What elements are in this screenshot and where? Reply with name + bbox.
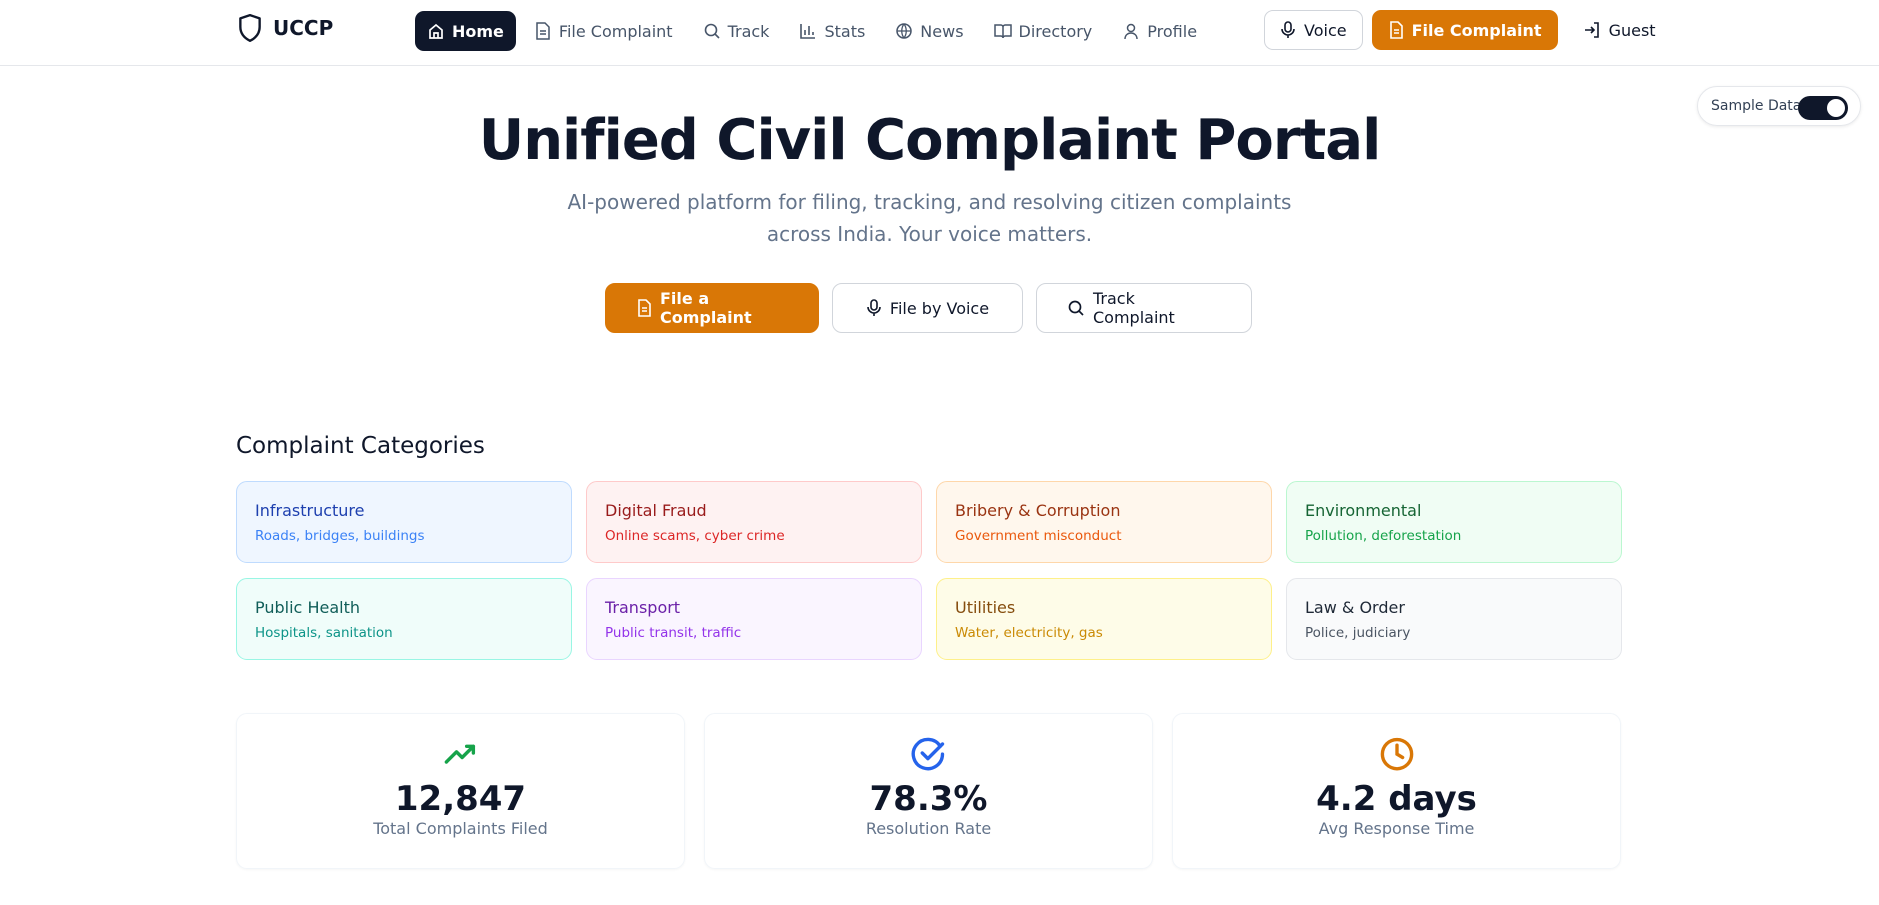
nav-link-label: Home (452, 21, 504, 41)
doc-icon (1389, 21, 1403, 39)
hero-buttons: File a Complaint File by Voice Track Com… (605, 283, 1252, 333)
shield-icon (239, 13, 261, 43)
category-desc: Pollution, deforestation (1305, 528, 1462, 544)
nav-link-label: File Complaint (558, 21, 673, 41)
hero-subtitle: AI-powered platform for filing, tracking… (567, 190, 1292, 246)
category-desc: Hospitals, sanitation (255, 625, 393, 641)
file-complaint-button[interactable]: File Complaint (1371, 10, 1558, 50)
nav-link-label: News (920, 21, 964, 41)
category-desc: Water, electricity, gas (955, 625, 1103, 641)
stat-icon (911, 737, 944, 771)
nav-icon (896, 23, 913, 39)
nav-icon (993, 24, 1012, 39)
category-card[interactable]: Law & Order Police, judiciary (1286, 578, 1622, 660)
nav-link[interactable]: Track (691, 11, 782, 51)
hero-title: Unified Civil Complaint Portal (478, 108, 1382, 173)
category-card[interactable]: Infrastructure Roads, bridges, buildings (236, 481, 572, 563)
switch[interactable] (1798, 96, 1848, 120)
doc-icon (638, 299, 651, 317)
categories-heading: Complaint Categories (236, 433, 485, 459)
category-card[interactable]: Environmental Pollution, deforestation (1286, 481, 1622, 563)
nav-link-label: Stats (824, 21, 866, 41)
nav-link[interactable]: Directory (982, 11, 1105, 51)
category-grid: Infrastructure Roads, bridges, buildings D… (236, 481, 1622, 660)
category-title: Infrastructure (255, 501, 365, 520)
stats-row: 12,847 Total Complaints Filed 78.3% Resolut… (236, 713, 1621, 869)
label: File Complaint (1411, 20, 1542, 40)
nav-icon (429, 23, 443, 39)
category-desc: Online scams, cyber crime (605, 528, 785, 544)
nav-actions: Voice File Complaint Guest (1264, 10, 1672, 50)
nav-link[interactable]: File Complaint (522, 11, 685, 51)
label: Guest (1608, 20, 1656, 40)
label: Track Complaint (1093, 289, 1175, 327)
category-title: Digital Fraud (605, 501, 707, 520)
label: File a Complaint (660, 289, 752, 327)
nav-link[interactable]: Home (415, 11, 516, 51)
label: Voice (1304, 20, 1347, 40)
stat-icon (444, 744, 475, 764)
category-title: Law & Order (1305, 598, 1405, 617)
category-desc: Roads, bridges, buildings (255, 528, 425, 544)
stat-card: 12,847 Total Complaints Filed (236, 713, 685, 869)
mic-icon (1281, 21, 1295, 38)
category-title: Public Health (255, 598, 360, 617)
search-icon (1068, 300, 1084, 316)
nav-icon (800, 24, 816, 39)
login-icon (1584, 22, 1599, 38)
navbar: UCCP Home File Complaint Track Stats News Dir… (0, 0, 1879, 66)
category-title: Bribery & Corruption (955, 501, 1121, 520)
stat-label: Resolution Rate (865, 819, 992, 838)
category-card[interactable]: Transport Public transit, traffic (586, 578, 922, 660)
file-complaint-cta[interactable]: File a Complaint (605, 283, 819, 333)
sample-data-toggle[interactable]: Sample Data (1697, 86, 1861, 126)
brand[interactable]: UCCP (237, 13, 333, 43)
stat-label: Total Complaints Filed (373, 819, 548, 838)
category-card[interactable]: Utilities Water, electricity, gas (936, 578, 1272, 660)
nav-link-label: Profile (1147, 21, 1198, 41)
stat-value: 4.2 days (1316, 779, 1477, 819)
nav-link-label: Track (727, 21, 770, 41)
toggle-label: Sample Data (1711, 98, 1802, 114)
stat-value: 12,847 (394, 779, 527, 819)
category-title: Transport (605, 598, 681, 617)
nav-icon (1124, 23, 1139, 40)
category-desc: Police, judiciary (1305, 625, 1411, 641)
category-card[interactable]: Bribery & Corruption Government misconduc… (936, 481, 1272, 563)
stat-icon (1380, 737, 1413, 771)
stat-value: 78.3% (869, 779, 988, 819)
nav-link[interactable]: Profile (1110, 11, 1209, 51)
brand-name: UCCP (273, 16, 334, 40)
category-title: Environmental (1305, 501, 1422, 520)
file-by-voice-cta[interactable]: File by Voice (832, 283, 1023, 333)
category-card[interactable]: Digital Fraud Online scams, cyber crime (586, 481, 922, 563)
category-title: Utilities (955, 598, 1016, 617)
stat-card: 78.3% Resolution Rate (704, 713, 1153, 869)
nav-link-label: Directory (1018, 21, 1093, 41)
nav-icon (536, 22, 550, 40)
nav-link[interactable]: News (883, 11, 975, 51)
category-desc: Public transit, traffic (605, 625, 742, 641)
voice-button[interactable]: Voice (1264, 10, 1363, 50)
track-complaint-cta[interactable]: Track Complaint (1036, 283, 1252, 333)
category-desc: Government misconduct (955, 528, 1122, 544)
nav-icon (704, 23, 720, 39)
nav-links: Home File Complaint Track Stats News Director… (415, 11, 1209, 51)
category-card[interactable]: Public Health Hospitals, sanitation (236, 578, 572, 660)
stat-label: Avg Response Time (1318, 819, 1475, 838)
label: File by Voice (889, 298, 990, 318)
guest-button[interactable]: Guest (1567, 10, 1672, 50)
nav-link[interactable]: Stats (787, 11, 877, 51)
stat-card: 4.2 days Avg Response Time (1172, 713, 1621, 869)
mic-icon (867, 299, 881, 316)
